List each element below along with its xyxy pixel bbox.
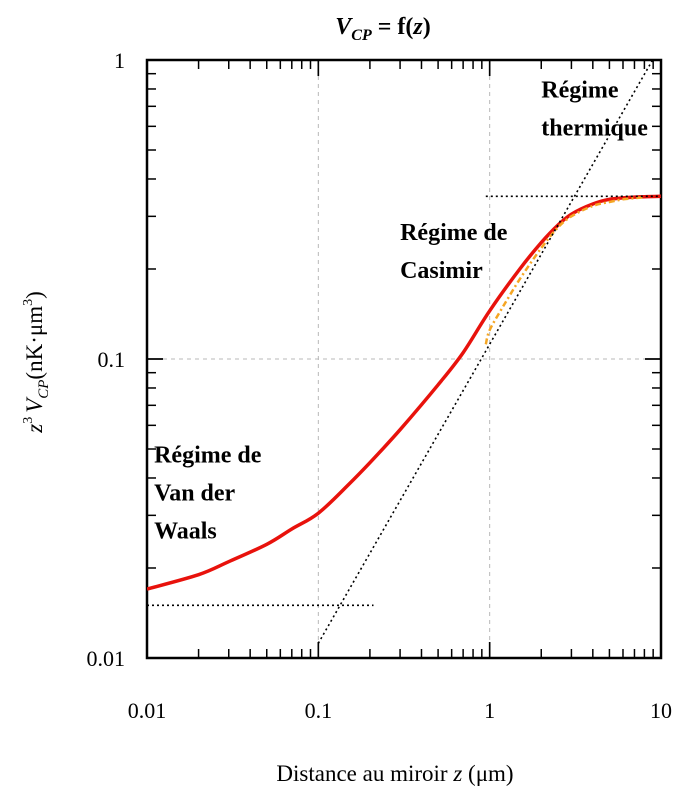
annotation-line: thermique — [541, 115, 648, 141]
grid-lines — [147, 60, 661, 658]
x-tick-label: 0.1 — [305, 698, 333, 723]
y-tick-label: 1 — [114, 48, 125, 73]
y-axis-title: z3VCP(nK·μm3) — [21, 291, 52, 434]
tick-labels: 0.01 0.1 1 10 0.01 0.1 1 — [87, 48, 673, 723]
annotation-line: Régime — [541, 77, 619, 103]
annotation-line: Waals — [154, 519, 217, 545]
y-tick-label: 0.01 — [87, 646, 126, 671]
annotation-2: Régime de Casimir — [400, 220, 508, 284]
annotation-1: Régime thermique — [541, 77, 648, 141]
chart-title: VCP = f(z) — [335, 14, 430, 44]
annotation-line: Casimir — [400, 258, 483, 284]
x-tick-label: 0.01 — [128, 698, 167, 723]
annotation-line: Van der — [154, 481, 235, 507]
x-tick-label: 10 — [650, 698, 672, 723]
annotation-3: Régime de Van der Waals — [154, 443, 262, 545]
x-axis-title: Distance au miroir z (μm) — [276, 761, 513, 786]
annotation-line: Régime de — [154, 443, 262, 469]
series-line-1 — [147, 194, 661, 591]
series-group — [147, 60, 661, 644]
y-tick-label: 0.1 — [98, 347, 126, 372]
annotation-line: Régime de — [400, 220, 508, 246]
series-line-2 — [484, 195, 645, 345]
axis-ticks — [146, 59, 662, 659]
x-tick-label: 1 — [484, 698, 495, 723]
